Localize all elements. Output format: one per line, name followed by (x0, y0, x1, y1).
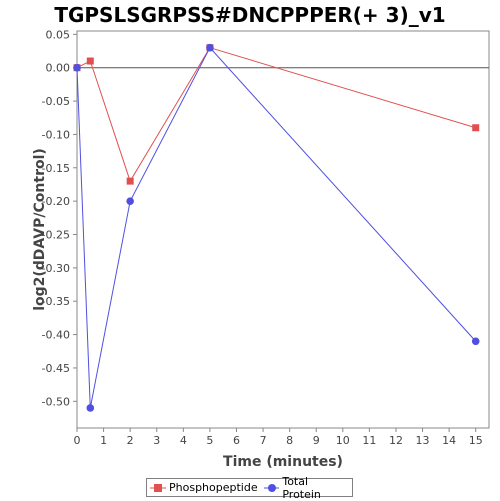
x-tick-label: 5 (206, 434, 213, 447)
x-tick-label: 1 (100, 434, 107, 447)
x-tick-label: 11 (362, 434, 376, 447)
y-tick-label: -0.15 (42, 162, 70, 175)
y-tick-label: -0.05 (42, 95, 70, 108)
legend-label-phosphopeptide: Phosphopeptide (169, 481, 258, 494)
y-tick-label: 0.00 (46, 62, 71, 75)
data-point (73, 63, 81, 72)
legend-item-phosphopeptide: Phosphopeptide (150, 481, 258, 494)
data-point (472, 124, 480, 132)
x-tick-label: 15 (469, 434, 483, 447)
data-point (86, 57, 94, 65)
x-tick-label: 10 (336, 434, 350, 447)
x-tick-label: 12 (389, 434, 403, 447)
y-axis-label: log2(dDAVP/Control) (32, 148, 48, 311)
series-total-protein (73, 43, 480, 412)
x-tick-label: 4 (180, 434, 187, 447)
y-tick-label: -0.50 (42, 395, 70, 408)
legend-label-total-protein: Total Protein (282, 474, 321, 501)
series-group (73, 43, 480, 412)
chart-title: TGPSLSGRPSS#DNCPPPER(+ 3)_v1 (54, 3, 446, 27)
data-point (126, 177, 134, 185)
legend-marker-square-icon (150, 483, 166, 492)
x-tick-label: 7 (260, 434, 267, 447)
data-point (471, 337, 480, 346)
y-tick-label: -0.25 (42, 229, 70, 242)
data-point (206, 43, 214, 52)
x-tick-label: 0 (74, 434, 81, 447)
plot-area (76, 30, 490, 429)
x-tick-label: 6 (233, 434, 240, 447)
x-tick-label: 3 (153, 434, 160, 447)
x-tick-label: 13 (416, 434, 430, 447)
x-tick-label: 8 (286, 434, 293, 447)
legend-item-total-protein: Total Protein (263, 474, 349, 501)
y-tick-label: -0.35 (42, 295, 70, 308)
y-tick-label: -0.20 (42, 195, 70, 208)
legend-marker-circle-icon (263, 483, 280, 492)
x-tick-label: 9 (313, 434, 320, 447)
axes: 0.05 0.00 -0.05 -0.10 -0.15 -0.20 -0.25 -0.30 -0… (42, 28, 483, 447)
x-axis-label: Time (minutes) (223, 454, 343, 470)
legend: Phosphopeptide Total Protein (146, 475, 353, 501)
x-tick-label: 2 (127, 434, 134, 447)
x-tick-label: 14 (442, 434, 456, 447)
y-tick-label: -0.40 (42, 329, 70, 342)
data-point (126, 197, 134, 205)
y-tick-label: -0.10 (42, 128, 70, 141)
data-point (86, 404, 95, 412)
y-tick-label: -0.30 (42, 262, 70, 275)
y-tick-label: 0.05 (46, 28, 71, 41)
y-tick-label: -0.45 (42, 362, 70, 375)
